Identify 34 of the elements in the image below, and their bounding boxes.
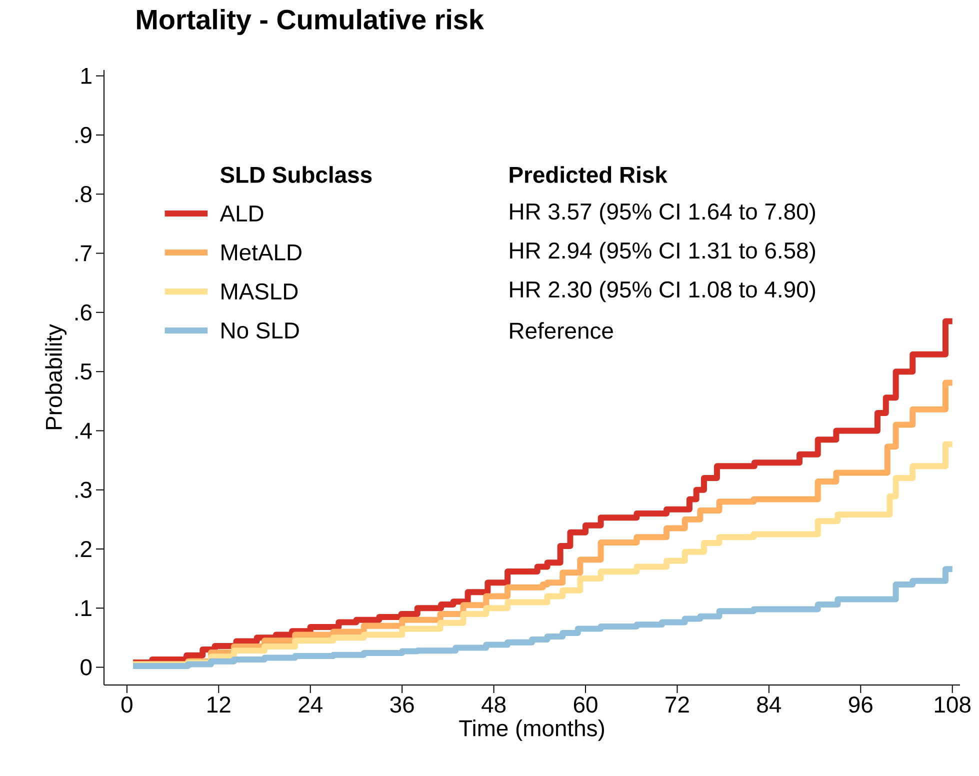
y-tick-label: .8 xyxy=(75,186,92,202)
y-tick-label: .1 xyxy=(75,600,92,616)
x-tick-label: 24 xyxy=(298,696,322,712)
legend-label: No SLD xyxy=(222,322,299,339)
y-tick-label: .4 xyxy=(75,422,92,439)
x-tick-label: 12 xyxy=(208,696,230,712)
annotation: Reference xyxy=(510,322,613,339)
x-tick-label: 36 xyxy=(390,696,414,713)
annotation: HR 3.57 (95% CI 1.64 to 7.80) xyxy=(510,202,816,224)
x-tick-label: 108 xyxy=(935,696,970,713)
y-tick-label: 0 xyxy=(80,659,92,676)
x-tick-label: 84 xyxy=(757,696,782,713)
legend-title: SLD Subclass xyxy=(220,166,372,183)
x-tick-label: 60 xyxy=(574,696,598,713)
legend-label: ALD xyxy=(220,206,264,222)
chart-title: Mortality - Cumulative risk xyxy=(137,9,484,35)
x-axis-title: Time (months) xyxy=(459,720,604,741)
y-tick-label: .3 xyxy=(75,482,92,498)
annotation: HR 2.94 (95% CI 1.31 to 6.58) xyxy=(510,242,816,264)
y-tick-label: 1 xyxy=(81,68,92,84)
annotation: HR 2.30 (95% CI 1.08 to 4.90) xyxy=(510,280,816,302)
y-tick-label: .2 xyxy=(75,540,92,557)
y-tick-label: .5 xyxy=(75,364,92,380)
y-tick-label: .7 xyxy=(75,245,92,262)
x-tick-label: 96 xyxy=(848,696,872,713)
legend-label: MetALD xyxy=(222,244,302,260)
x-tick-label: 0 xyxy=(121,696,132,713)
legend-label: MASLD xyxy=(222,283,298,300)
x-tick-label: 48 xyxy=(482,696,506,713)
annotation: Predicted Risk xyxy=(510,166,668,183)
y-tick-label: .9 xyxy=(75,126,92,144)
y-tick-label: .6 xyxy=(75,304,92,321)
y-axis-title: Probability xyxy=(45,324,67,430)
x-tick-label: 72 xyxy=(666,696,689,712)
